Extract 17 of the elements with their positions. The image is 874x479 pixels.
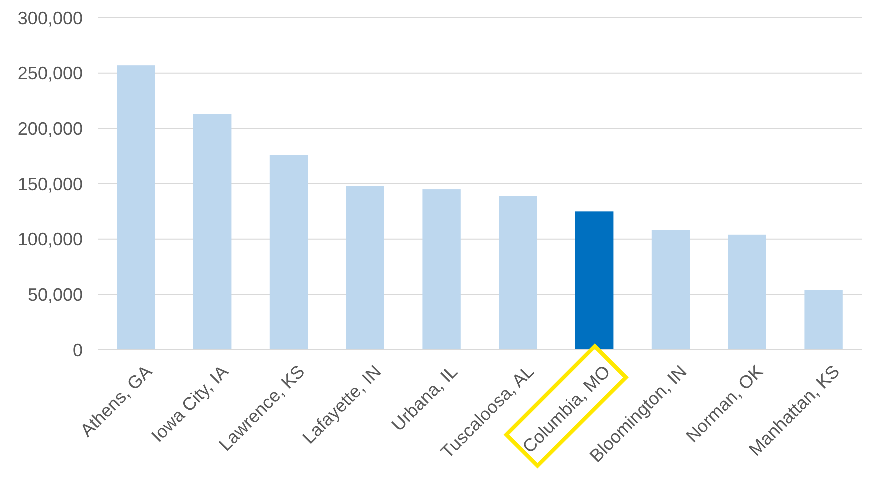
y-tick-label: 0 [72, 340, 83, 360]
y-tick-label: 50,000 [28, 284, 83, 305]
bar [728, 234, 766, 350]
bar [804, 290, 843, 350]
bar [652, 230, 690, 350]
y-tick-label: 200,000 [18, 118, 83, 139]
bar [499, 196, 538, 350]
y-tick-label: 250,000 [18, 64, 83, 84]
y-tick-label: 100,000 [18, 230, 83, 250]
bar [194, 114, 232, 350]
y-tick-label: 300,000 [18, 8, 83, 28]
y-tick-label: 150,000 [18, 174, 83, 194]
bar [346, 186, 384, 350]
bar [422, 190, 461, 350]
bar [576, 212, 614, 350]
bar [270, 155, 308, 350]
bar [117, 66, 156, 350]
